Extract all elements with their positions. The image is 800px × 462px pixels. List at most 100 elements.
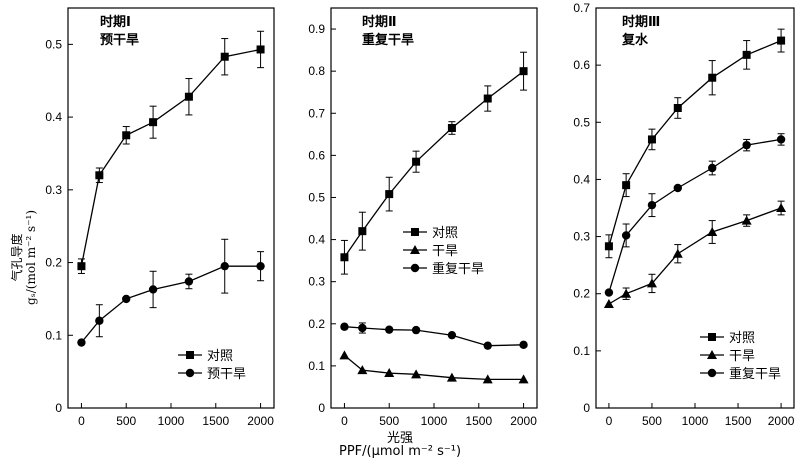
y-tick-label: 0.4 (573, 172, 590, 186)
y-tick-label: 0 (55, 401, 62, 415)
data-point (122, 294, 131, 304)
data-point (77, 338, 86, 347)
x-tick-label: 0 (341, 414, 348, 428)
data-point (742, 140, 751, 150)
data-point (149, 118, 158, 127)
series-line (608, 138, 782, 293)
x-tick-label: 1500 (725, 414, 752, 428)
data-point (412, 157, 421, 166)
x-tick-label: 2000 (510, 414, 537, 428)
y-tick-label: 0.9 (308, 22, 325, 36)
data-point (482, 374, 493, 384)
data-point (604, 288, 614, 297)
data-point (673, 104, 682, 112)
x-tick-label: 1500 (202, 414, 229, 428)
y-tick-label: 0.3 (573, 230, 590, 244)
x-tick-label: 500 (379, 414, 399, 428)
panel-1: 00.10.20.30.40.50 500 1000 1500 2000时期Ⅰ预干旱对照… (45, 7, 275, 428)
data-point (483, 94, 492, 103)
series-2 (603, 200, 787, 308)
series-line (344, 326, 524, 347)
y-tick-label: 0.4 (308, 233, 325, 247)
x-tick-label: 1000 (158, 414, 185, 428)
y-tick-label: 0.4 (45, 110, 62, 124)
data-point (357, 365, 368, 375)
data-point (358, 323, 367, 333)
x-axis-title-main: 光强 (386, 431, 413, 446)
data-point (447, 124, 456, 132)
series-line (343, 354, 524, 381)
data-point (519, 340, 528, 350)
series-line (608, 207, 782, 305)
data-point (256, 45, 265, 54)
y-tick-label: 0.5 (308, 190, 325, 204)
data-point (95, 171, 104, 180)
data-point (220, 52, 229, 61)
data-point (776, 203, 787, 212)
y-tick-label: 0.2 (308, 317, 325, 331)
series-1 (604, 28, 786, 259)
legend-label: 预干旱 (207, 367, 246, 382)
series-1 (77, 30, 265, 274)
legend-marker (186, 351, 194, 359)
x-tick-label: 0 (78, 414, 85, 428)
data-point (411, 325, 421, 335)
data-point (77, 262, 86, 271)
data-point (184, 92, 193, 101)
legend-marker (708, 333, 716, 341)
y-tick-label: 0.8 (308, 64, 325, 78)
series-line (80, 265, 261, 343)
y-tick-label: 0 (583, 401, 590, 415)
x-tick-label: 500 (116, 414, 136, 428)
y-axis-label-bottom: gₛ/(mol m⁻² s⁻¹) (24, 209, 38, 305)
data-point (672, 248, 683, 258)
series-3 (604, 133, 786, 297)
y-tick-label: 0.6 (308, 148, 325, 162)
series-2 (339, 350, 529, 384)
data-point (646, 278, 657, 288)
panel-2: 0 0.1 0.2 0.3 0.4 0.5 0.6 0.7 0.8 0.9 0 500 1000 1500… (308, 7, 538, 428)
panel-title: 时期Ⅱ (362, 14, 397, 30)
legend-label: 干旱 (729, 349, 755, 364)
y-tick-label: 0.5 (573, 115, 590, 129)
x-tick-label: 500 (642, 414, 662, 428)
y-tick-label: 0.7 (308, 106, 325, 120)
y-tick-label: 0.1 (45, 328, 62, 342)
series-line (80, 48, 261, 267)
legend-marker (410, 263, 420, 273)
legend-marker (707, 350, 717, 359)
data-point (708, 163, 717, 173)
plot-frame (595, 7, 795, 409)
x-tick-label: 1000 (682, 414, 709, 428)
data-point (411, 369, 422, 379)
data-point (604, 242, 613, 251)
data-point (742, 50, 751, 59)
panel-subtitle: 预干旱 (100, 33, 139, 48)
data-point (741, 215, 752, 225)
legend-label: 对照 (729, 331, 755, 346)
y-tick-label: 0.1 (573, 344, 590, 358)
data-point (339, 350, 350, 360)
y-tick-label: 0.5 (45, 37, 62, 51)
data-point (95, 316, 104, 325)
data-point (518, 374, 529, 384)
data-point (256, 261, 265, 271)
data-point (622, 181, 631, 190)
data-point (621, 231, 631, 240)
data-point (122, 131, 131, 140)
y-tick-label: 0 (318, 401, 325, 415)
data-point (673, 183, 682, 193)
legend-marker (410, 245, 420, 254)
plot-frame (67, 7, 275, 409)
legend-label: 重复干旱 (729, 366, 781, 382)
data-point (621, 288, 632, 298)
series-3 (340, 322, 528, 350)
data-point (519, 67, 528, 76)
y-tick-label: 0.1 (308, 359, 325, 373)
x-tick-label: 1500 (465, 414, 492, 428)
data-point (220, 261, 229, 271)
y-tick-label: 0.7 (573, 1, 590, 15)
data-point (340, 322, 349, 331)
